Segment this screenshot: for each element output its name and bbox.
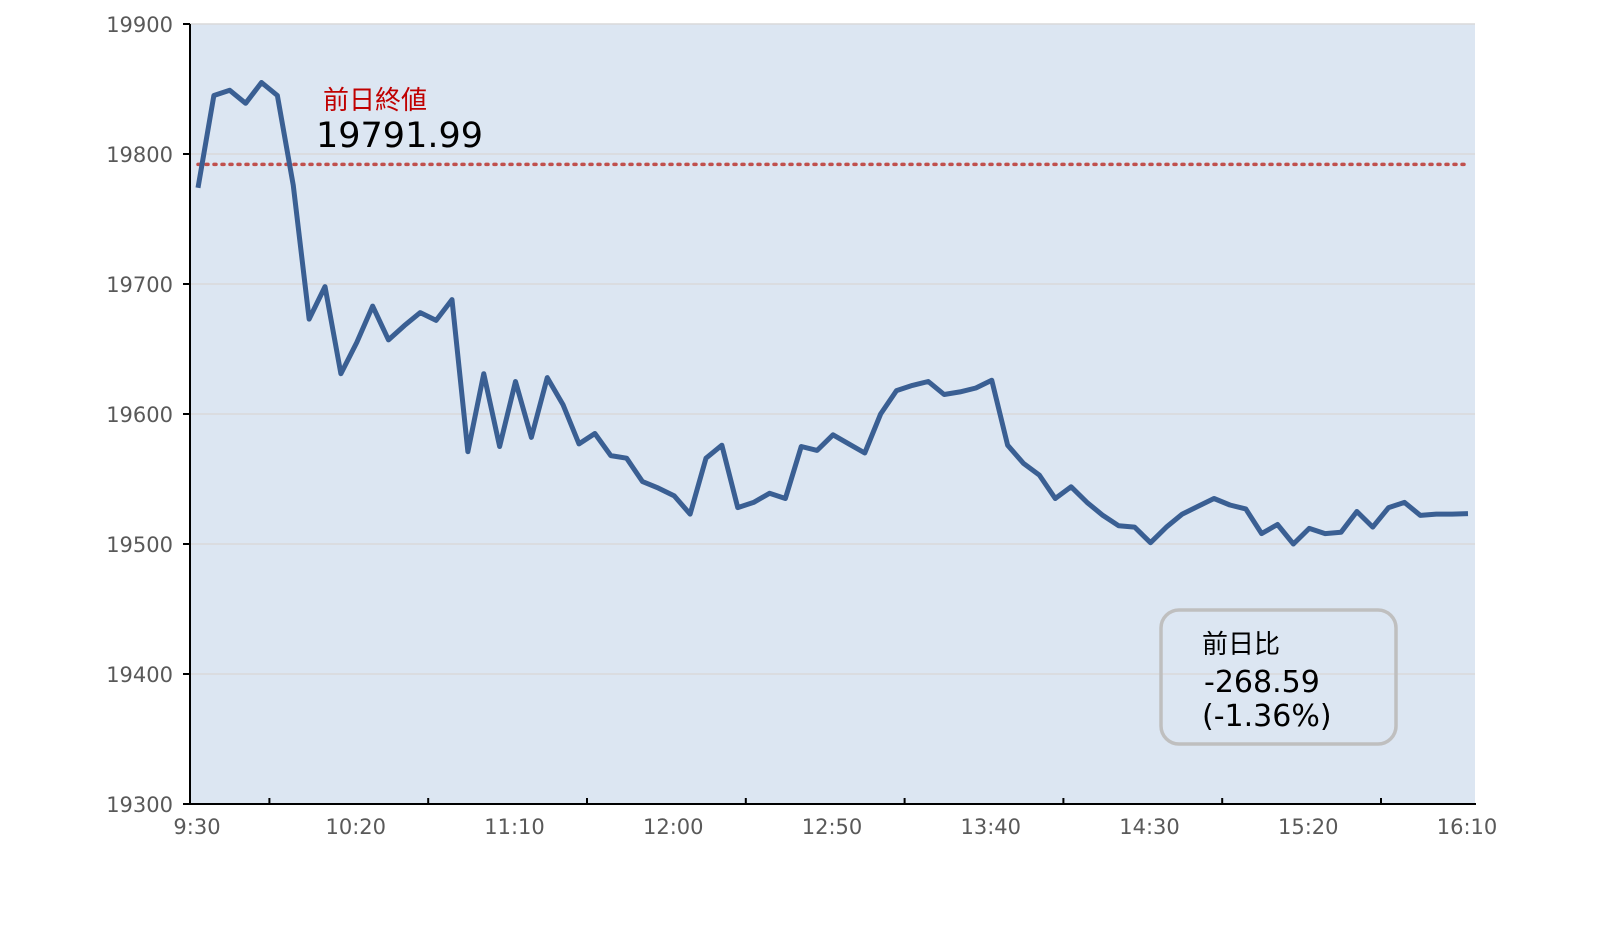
- x-tick-label: 14:30: [1119, 815, 1180, 839]
- series-line: [195, 80, 1469, 547]
- change-label: 前日比: [1202, 630, 1280, 660]
- change-pct: (-1.36%): [1202, 699, 1332, 734]
- x-tick-label: 9:30: [173, 815, 220, 839]
- change-value: -268.59: [1204, 665, 1320, 700]
- y-tick-label: 19800: [106, 143, 173, 167]
- y-tick-label: 19400: [106, 663, 173, 687]
- x-tick-label: 12:50: [802, 815, 863, 839]
- y-tick-label: 19500: [106, 533, 173, 557]
- x-tick-label: 15:20: [1278, 815, 1339, 839]
- prev-close-label: 前日終値: [323, 86, 427, 116]
- y-tick-label: 19900: [106, 13, 173, 37]
- y-tick-label: 19600: [106, 403, 173, 427]
- y-tick-label: 19300: [106, 793, 173, 817]
- x-tick-label: 10:20: [325, 815, 386, 839]
- change-box: [1159, 608, 1398, 746]
- x-tick-label: 16:10: [1437, 815, 1498, 839]
- x-tick-label: 12:00: [643, 815, 704, 839]
- prev-close-value: 19791.99: [316, 116, 483, 156]
- x-tick-label: 11:10: [484, 815, 545, 839]
- y-tick-label: 19700: [106, 273, 173, 297]
- x-tick-label: 13:40: [960, 815, 1021, 839]
